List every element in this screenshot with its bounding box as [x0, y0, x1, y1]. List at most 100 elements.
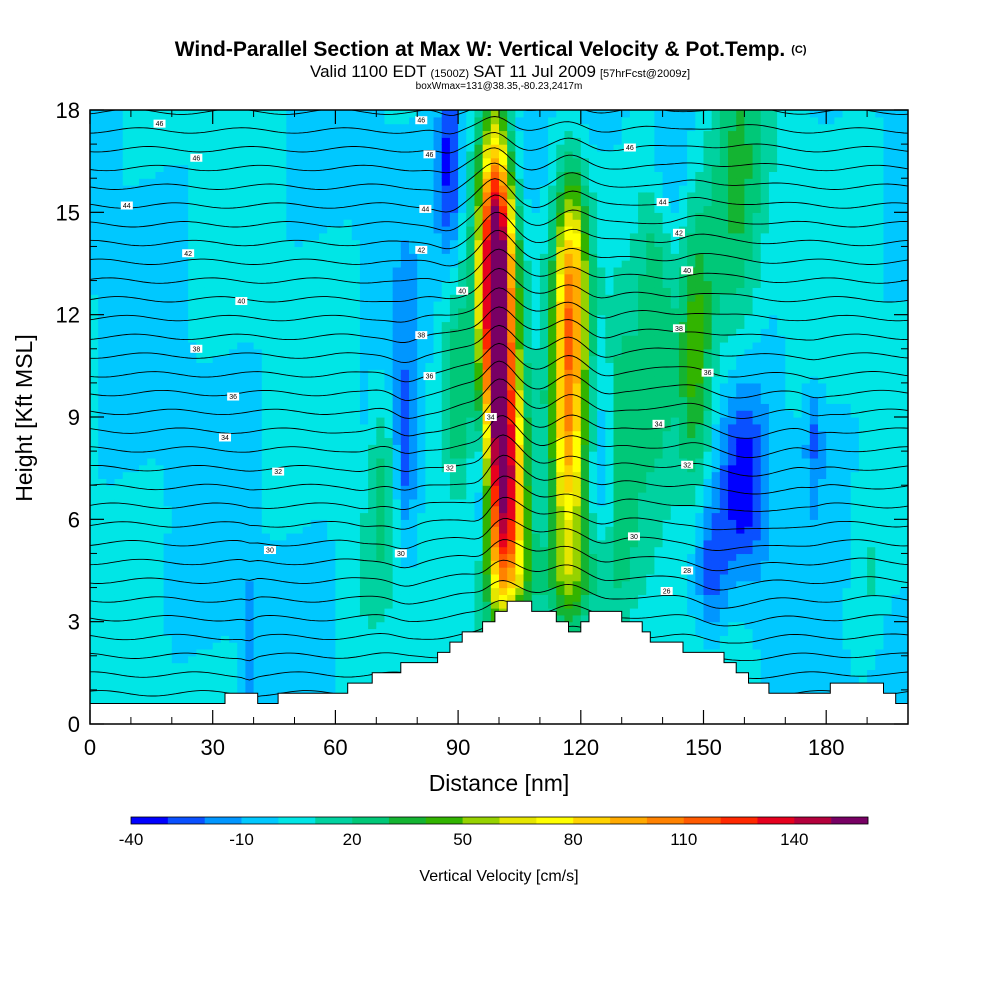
velocity-cell: [106, 178, 116, 186]
velocity-cell: [114, 253, 124, 261]
velocity-cell: [171, 150, 181, 159]
velocity-cell: [474, 157, 484, 166]
velocity-cell: [392, 655, 402, 664]
velocity-cell: [212, 451, 222, 459]
velocity-cell: [523, 335, 533, 343]
velocity-cell: [163, 532, 173, 541]
velocity-cell: [392, 621, 402, 630]
velocity-cell: [449, 301, 459, 309]
velocity-cell: [425, 553, 435, 561]
velocity-cell: [507, 580, 516, 589]
velocity-cell: [237, 178, 247, 186]
velocity-cell: [179, 212, 189, 220]
velocity-cell: [98, 601, 107, 609]
velocity-cell: [490, 164, 500, 172]
velocity-cell: [499, 348, 508, 357]
velocity-cell: [425, 478, 435, 486]
velocity-cell: [196, 648, 206, 657]
velocity-cell: [171, 417, 181, 425]
velocity-cell: [139, 150, 148, 159]
velocity-cell: [515, 396, 525, 404]
velocity-cell: [425, 423, 435, 432]
velocity-cell: [245, 464, 255, 473]
velocity-cell: [392, 212, 402, 220]
velocity-cell: [531, 328, 541, 336]
velocity-cell: [245, 362, 255, 370]
velocity-cell: [474, 553, 484, 561]
velocity-cell: [253, 369, 263, 377]
velocity-cell: [179, 689, 189, 698]
velocity-cell: [310, 492, 320, 500]
velocity-cell: [441, 608, 451, 616]
velocity-cell: [523, 362, 533, 370]
velocity-cell: [229, 451, 238, 459]
velocity-cell: [335, 225, 345, 234]
velocity-cell: [261, 648, 271, 657]
velocity-cell: [474, 110, 484, 118]
velocity-cell: [269, 219, 279, 227]
velocity-cell: [392, 505, 402, 514]
velocity-cell: [245, 253, 255, 261]
velocity-cell: [507, 341, 516, 350]
velocity-cell: [531, 444, 541, 452]
velocity-cell: [515, 437, 525, 445]
velocity-cell: [466, 594, 476, 602]
velocity-cell: [269, 266, 279, 275]
velocity-cell: [130, 116, 140, 125]
velocity-cell: [449, 567, 459, 575]
velocity-cell: [359, 546, 369, 555]
velocity-cell: [507, 512, 516, 520]
velocity-cell: [433, 573, 443, 582]
velocity-cell: [474, 492, 484, 500]
velocity-cell: [351, 560, 361, 568]
velocity-cell: [163, 232, 173, 241]
velocity-cell: [433, 123, 443, 132]
velocity-cell: [417, 430, 426, 439]
velocity-cell: [515, 321, 525, 329]
velocity-cell: [130, 417, 140, 425]
velocity-cell: [237, 314, 247, 323]
velocity-cell: [163, 307, 173, 316]
velocity-cell: [302, 198, 312, 207]
velocity-cell: [359, 137, 369, 145]
velocity-cell: [376, 471, 386, 479]
velocity-cell: [466, 410, 476, 418]
velocity-cell: [351, 532, 361, 541]
velocity-cell: [409, 376, 418, 384]
velocity-cell: [204, 110, 214, 118]
velocity-cell: [466, 321, 476, 329]
velocity-cell: [179, 492, 189, 500]
velocity-cell: [327, 417, 336, 425]
velocity-cell: [515, 389, 525, 398]
velocity-cell: [376, 464, 386, 473]
velocity-cell: [229, 212, 238, 220]
velocity-cell: [319, 362, 328, 370]
velocity-cell: [212, 280, 222, 288]
velocity-cell: [229, 369, 238, 377]
velocity-cell: [237, 417, 247, 425]
velocity-cell: [114, 417, 124, 425]
velocity-cell: [229, 498, 238, 507]
velocity-cell: [155, 423, 165, 432]
velocity-cell: [155, 219, 165, 227]
velocity-cell: [507, 457, 516, 466]
velocity-cell: [171, 362, 181, 370]
velocity-cell: [433, 532, 443, 541]
velocity-cell: [139, 553, 148, 561]
velocity-cell: [359, 116, 369, 125]
velocity-cell: [253, 532, 263, 541]
velocity-cell: [114, 676, 124, 684]
velocity-cell: [220, 164, 230, 172]
velocity-cell: [417, 389, 426, 398]
velocity-cell: [384, 485, 394, 493]
velocity-cell: [253, 417, 263, 425]
velocity-cell: [269, 239, 279, 248]
velocity-cell: [441, 601, 451, 609]
velocity-cell: [139, 280, 148, 288]
velocity-cell: [261, 171, 271, 179]
velocity-cell: [212, 601, 222, 609]
velocity-cell: [409, 628, 418, 636]
velocity-cell: [253, 253, 263, 261]
velocity-cell: [269, 553, 279, 561]
velocity-cell: [106, 423, 116, 432]
